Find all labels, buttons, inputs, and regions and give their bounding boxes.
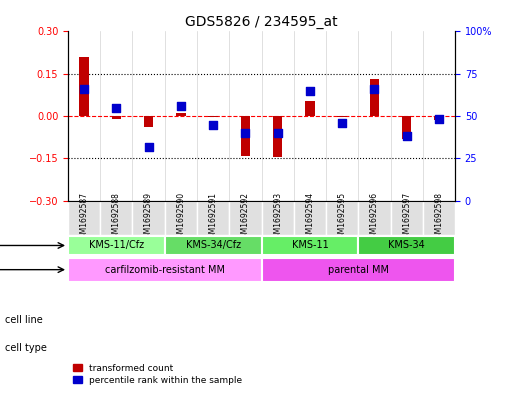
Point — [435, 116, 443, 123]
FancyBboxPatch shape — [100, 201, 132, 235]
Text: GSM1692589: GSM1692589 — [144, 192, 153, 243]
Text: KMS-11/Cfz: KMS-11/Cfz — [89, 241, 144, 250]
Point — [403, 133, 411, 140]
FancyBboxPatch shape — [358, 201, 391, 235]
Point — [305, 88, 314, 94]
Text: KMS-34/Cfz: KMS-34/Cfz — [186, 241, 241, 250]
Bar — [111, 116, 121, 119]
Bar — [79, 57, 89, 116]
Text: GSM1692597: GSM1692597 — [402, 192, 411, 243]
Bar — [402, 116, 412, 139]
Bar — [305, 101, 315, 116]
FancyBboxPatch shape — [132, 201, 165, 235]
Text: GSM1692598: GSM1692598 — [435, 192, 444, 243]
FancyBboxPatch shape — [294, 201, 326, 235]
Bar — [434, 116, 444, 120]
Text: GSM1692592: GSM1692592 — [241, 192, 250, 243]
Legend: transformed count, percentile rank within the sample: transformed count, percentile rank withi… — [73, 364, 242, 385]
Point — [274, 130, 282, 136]
Point — [209, 121, 218, 128]
Text: cell line: cell line — [5, 315, 43, 325]
FancyBboxPatch shape — [165, 236, 262, 255]
FancyBboxPatch shape — [358, 236, 455, 255]
Bar — [370, 79, 379, 116]
Point — [144, 143, 153, 150]
Text: KMS-34: KMS-34 — [388, 241, 425, 250]
Text: GSM1692593: GSM1692593 — [273, 192, 282, 243]
Point — [241, 130, 249, 136]
Text: GSM1692588: GSM1692588 — [112, 192, 121, 243]
FancyBboxPatch shape — [68, 258, 262, 282]
Text: GSM1692591: GSM1692591 — [209, 192, 218, 243]
Point — [112, 105, 120, 111]
Point — [338, 120, 346, 126]
Text: GSM1692595: GSM1692595 — [338, 192, 347, 243]
Bar — [273, 116, 282, 157]
FancyBboxPatch shape — [262, 201, 294, 235]
FancyBboxPatch shape — [197, 201, 229, 235]
Bar — [208, 116, 218, 118]
FancyBboxPatch shape — [391, 201, 423, 235]
Bar — [176, 113, 186, 116]
Text: GSM1692587: GSM1692587 — [79, 192, 88, 243]
Text: cell type: cell type — [5, 343, 47, 353]
Text: KMS-11: KMS-11 — [291, 241, 328, 250]
Point — [80, 86, 88, 92]
Text: carfilzomib-resistant MM: carfilzomib-resistant MM — [105, 264, 225, 275]
FancyBboxPatch shape — [326, 201, 358, 235]
FancyBboxPatch shape — [423, 201, 455, 235]
Point — [370, 86, 379, 92]
FancyBboxPatch shape — [68, 201, 100, 235]
Text: GSM1692594: GSM1692594 — [305, 192, 314, 243]
Title: GDS5826 / 234595_at: GDS5826 / 234595_at — [185, 15, 338, 29]
Text: GSM1692590: GSM1692590 — [176, 192, 185, 243]
Point — [177, 103, 185, 109]
FancyBboxPatch shape — [262, 236, 358, 255]
FancyBboxPatch shape — [165, 201, 197, 235]
FancyBboxPatch shape — [262, 258, 455, 282]
FancyBboxPatch shape — [229, 201, 262, 235]
Bar — [337, 116, 347, 118]
Text: GSM1692596: GSM1692596 — [370, 192, 379, 243]
Bar — [144, 116, 153, 127]
FancyBboxPatch shape — [68, 236, 165, 255]
Text: parental MM: parental MM — [328, 264, 389, 275]
Bar — [241, 116, 250, 156]
